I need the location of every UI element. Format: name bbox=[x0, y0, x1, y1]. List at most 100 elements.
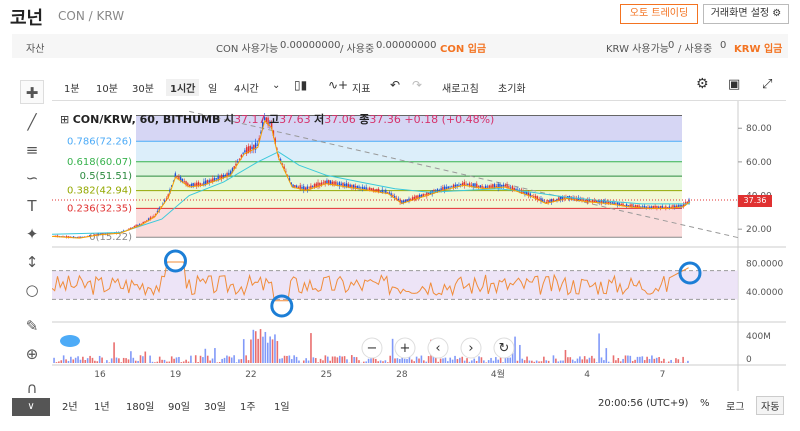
candle bbox=[335, 181, 337, 186]
indicator-button[interactable]: 지표 bbox=[352, 84, 371, 95]
candle bbox=[586, 198, 589, 203]
circle-icon[interactable]: ○ bbox=[25, 281, 39, 299]
con-in-use-value: 0.00000000 bbox=[376, 40, 437, 51]
volume-bar bbox=[281, 358, 283, 363]
percent-toggle[interactable]: % bbox=[700, 398, 710, 409]
camera-icon[interactable]: ▣ bbox=[728, 77, 741, 92]
candle-type-icon[interactable]: ▯▮ bbox=[294, 78, 308, 92]
volume-bar bbox=[374, 358, 377, 363]
volume-bar bbox=[406, 359, 408, 363]
range-30d[interactable]: 30일 bbox=[204, 402, 226, 413]
candle bbox=[511, 186, 514, 191]
fib-zone bbox=[136, 141, 682, 162]
range-bar: 2년 1년 180일 90일 30일 1주 1일 20:00:56 (UTC+9… bbox=[52, 393, 786, 415]
auto-trading-button[interactable]: 오토 트레이딩 bbox=[620, 4, 698, 24]
volume-bar bbox=[485, 362, 488, 363]
range-1y[interactable]: 1년 bbox=[94, 402, 110, 413]
tf-1h[interactable]: 1시간 bbox=[166, 79, 200, 96]
candle bbox=[370, 188, 373, 191]
candle bbox=[231, 168, 234, 173]
candle bbox=[604, 200, 606, 204]
tf-day[interactable]: 일 bbox=[208, 84, 218, 95]
volume-bar bbox=[161, 359, 163, 363]
candle bbox=[465, 183, 467, 185]
fullscreen-icon[interactable]: ⤢ bbox=[762, 77, 773, 92]
ruler-icon[interactable]: ✎ bbox=[25, 317, 39, 335]
candle bbox=[347, 184, 350, 188]
tf-1m[interactable]: 1분 bbox=[64, 84, 80, 95]
scroll-left-icon[interactable]: ‹ bbox=[427, 337, 449, 359]
candle bbox=[408, 198, 410, 202]
candle bbox=[611, 202, 614, 204]
legend-high-label: 고 bbox=[269, 113, 280, 126]
candle bbox=[474, 183, 476, 188]
candle bbox=[401, 200, 403, 205]
undo-icon[interactable]: ↶ bbox=[390, 78, 401, 92]
candle bbox=[590, 200, 592, 202]
volume-bar bbox=[94, 360, 96, 363]
candle bbox=[435, 190, 437, 192]
volume-bar bbox=[555, 358, 557, 363]
settings-gear-icon[interactable]: ⚙ bbox=[696, 76, 709, 92]
volume-bar bbox=[576, 358, 579, 363]
candle bbox=[254, 142, 257, 150]
volume-bar bbox=[178, 356, 180, 363]
log-toggle[interactable]: 로그 bbox=[726, 402, 745, 413]
candle bbox=[208, 180, 210, 183]
candle bbox=[210, 179, 212, 182]
candle bbox=[344, 183, 346, 187]
tf-30m[interactable]: 30분 bbox=[132, 84, 154, 95]
volume-bar bbox=[319, 358, 322, 363]
krw-deposit-link[interactable]: KRW 입금 bbox=[734, 44, 783, 55]
zoom-out-icon[interactable]: − bbox=[361, 337, 383, 359]
candle bbox=[237, 161, 239, 163]
redo-icon[interactable]: ↷ bbox=[412, 78, 423, 92]
candle bbox=[679, 204, 681, 208]
tf-10m[interactable]: 10분 bbox=[96, 84, 118, 95]
chevron-down-icon[interactable]: ⌄ bbox=[272, 80, 281, 91]
zoom-icon[interactable]: ⊕ bbox=[25, 345, 39, 363]
indicator-icon[interactable]: ∿+ bbox=[328, 78, 349, 92]
candle bbox=[135, 225, 137, 228]
zoom-in-icon[interactable]: + bbox=[394, 337, 416, 359]
range-1w[interactable]: 1주 bbox=[240, 402, 256, 413]
measure-icon[interactable]: ↕ bbox=[25, 253, 39, 271]
page-header: 코넌 CON / KRW 오토 트레이딩 거래화면 설정 ⚙ bbox=[0, 0, 800, 30]
moving-average-line bbox=[51, 120, 691, 239]
volume-bar bbox=[70, 356, 72, 363]
reset-button[interactable]: 초기화 bbox=[498, 84, 526, 95]
trend-line-icon[interactable]: ╱ bbox=[27, 113, 37, 131]
range-180d[interactable]: 180일 bbox=[126, 402, 155, 413]
candle bbox=[666, 207, 669, 209]
tf-4h[interactable]: 4시간 bbox=[234, 84, 259, 95]
volume-bar bbox=[667, 361, 670, 363]
candle bbox=[361, 186, 364, 190]
reset-view-icon[interactable]: ↻ bbox=[493, 337, 515, 359]
collapse-tools-button[interactable]: ∨ bbox=[12, 398, 50, 416]
screen-setting-button[interactable]: 거래화면 설정 ⚙ bbox=[703, 4, 789, 24]
refresh-button[interactable]: 새로고침 bbox=[442, 84, 479, 95]
magnet-icon[interactable]: ∩ bbox=[26, 379, 38, 397]
range-2y[interactable]: 2년 bbox=[62, 402, 78, 413]
brush-icon[interactable]: ∽ bbox=[25, 169, 39, 187]
horizontal-lines-icon[interactable]: ≡ bbox=[25, 141, 39, 159]
crosshair-icon[interactable]: ✚ bbox=[20, 80, 44, 104]
candle bbox=[167, 194, 169, 198]
candle bbox=[483, 187, 485, 188]
candle bbox=[263, 117, 266, 121]
legend-close: 37.36 bbox=[369, 113, 401, 126]
text-tool-icon[interactable]: T bbox=[27, 197, 37, 215]
auto-toggle[interactable]: 자동 bbox=[756, 396, 785, 415]
legend-collapse-icon[interactable]: ⊞ bbox=[60, 113, 70, 126]
candle bbox=[445, 187, 448, 189]
scroll-right-icon[interactable]: › bbox=[460, 337, 482, 359]
volume-bar bbox=[302, 360, 305, 363]
candle bbox=[265, 117, 268, 122]
chart-area[interactable]: 0.786(72.26) 0.618(60.07) 0.5(51.51) 0.382(… bbox=[51, 100, 786, 391]
fib-zone bbox=[136, 176, 682, 191]
range-90d[interactable]: 90일 bbox=[168, 402, 190, 413]
con-deposit-link[interactable]: CON 입금 bbox=[440, 44, 487, 55]
pattern-icon[interactable]: ✦ bbox=[25, 225, 39, 243]
chart-svg[interactable]: 0.786(72.26) 0.618(60.07) 0.5(51.51) 0.382(… bbox=[51, 101, 786, 391]
range-1d[interactable]: 1일 bbox=[274, 402, 290, 413]
